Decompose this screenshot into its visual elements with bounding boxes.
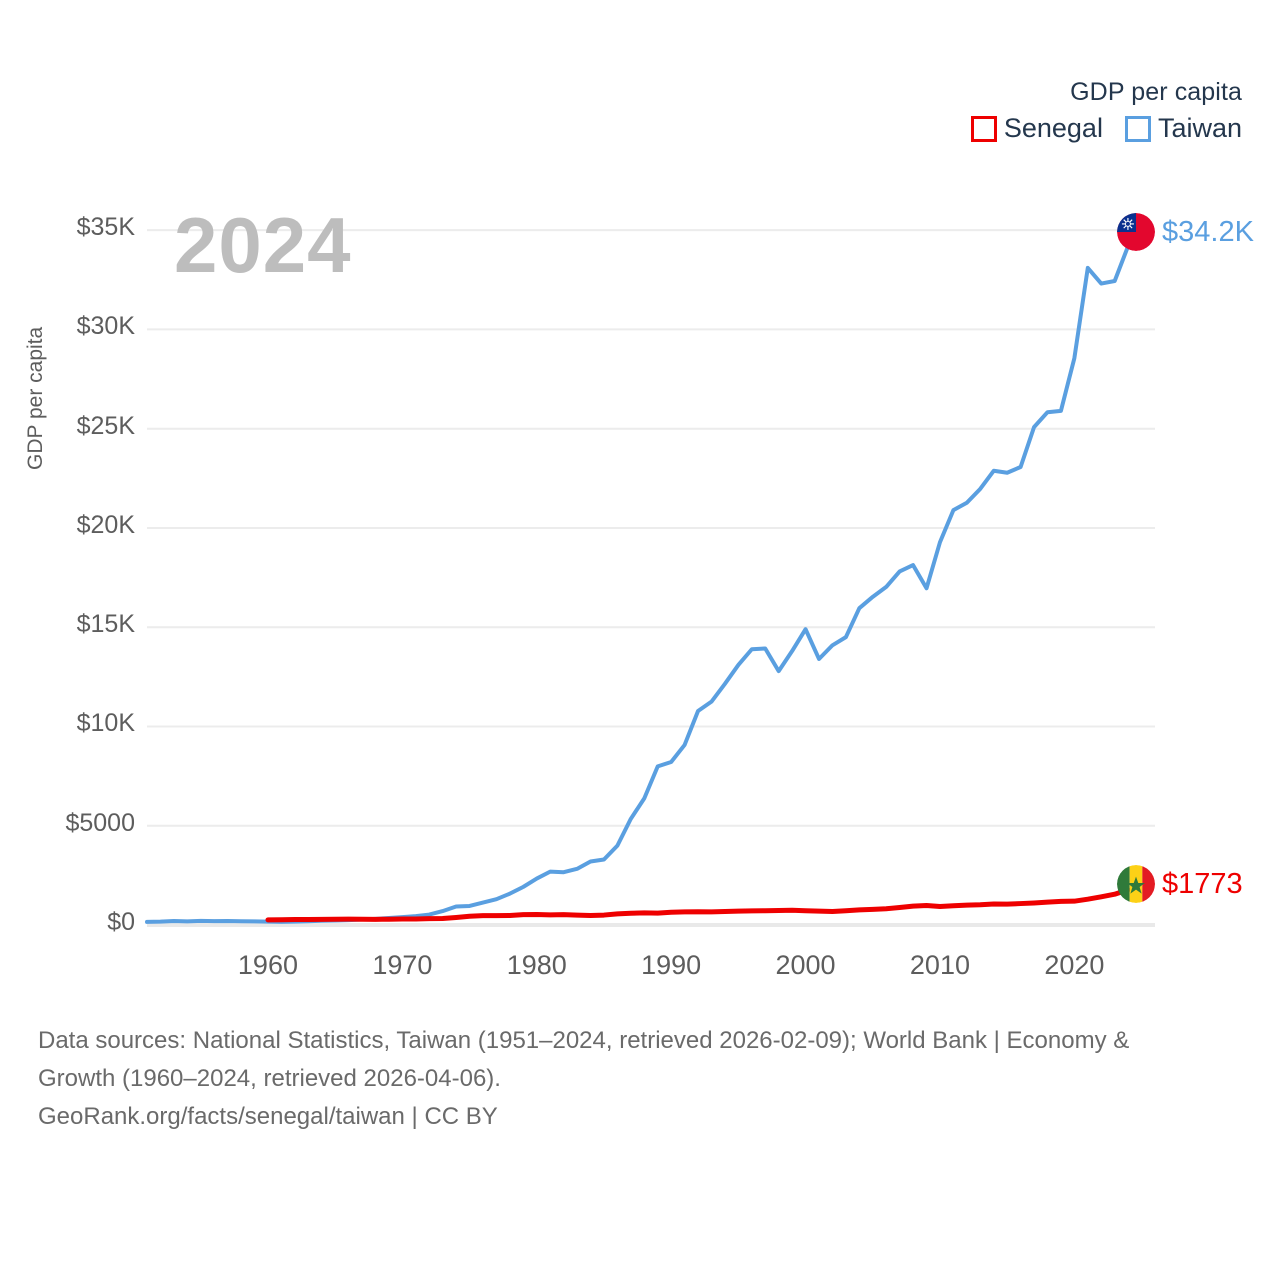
- end-value-senegal: $1773: [1162, 867, 1243, 900]
- series-line-taiwan: [145, 244, 1131, 924]
- x-tick-label: 1970: [372, 950, 433, 980]
- y-tick-label: $25K: [76, 411, 135, 440]
- legend-item-taiwan[interactable]: Taiwan: [1124, 113, 1242, 144]
- taiwan-flag-dot: [1117, 213, 1155, 251]
- legend-label-senegal: Senegal: [1003, 113, 1103, 143]
- end-marker-senegal[interactable]: $1773: [1117, 865, 1243, 903]
- watermark-year: 2024: [174, 201, 352, 289]
- x-tick-label: 1980: [506, 950, 567, 980]
- y-tick-label: $5000: [65, 808, 135, 837]
- caption-line-2: Growth (1960–2024, retrieved 2026-04-06)…: [38, 1064, 501, 1092]
- y-tick-label: $0: [107, 908, 135, 936]
- y-tick-label: $10K: [76, 709, 135, 738]
- series-line-senegal: [265, 887, 1131, 923]
- x-tick-label: 2010: [909, 950, 970, 980]
- caption-line-1: Data sources: National Statistics, Taiwa…: [38, 1027, 1130, 1054]
- end-value-taiwan: $34.2K: [1162, 215, 1254, 248]
- x-tick-label: 1990: [641, 950, 702, 980]
- chart-caption: Data sources: National Statistics, Taiwa…: [38, 1022, 1238, 1136]
- legend-swatch-senegal: [970, 115, 997, 142]
- y-tick-label: $35K: [76, 213, 135, 242]
- gridlines: [147, 229, 1155, 927]
- legend-items: Senegal Taiwan: [970, 113, 1242, 144]
- senegal-flag-icon: [1117, 865, 1155, 903]
- x-tick-label: 2020: [1044, 950, 1105, 980]
- legend-item-senegal[interactable]: Senegal: [970, 113, 1103, 144]
- caption-line-3[interactable]: GeoRank.org/facts/senegal/taiwan | CC BY: [38, 1102, 498, 1130]
- y-axis-title: GDP per capita: [24, 326, 47, 470]
- senegal-flag-dot: [1117, 865, 1155, 903]
- chart-svg: [145, 229, 1155, 927]
- taiwan-flag-icon: [1117, 213, 1155, 251]
- legend-title: GDP per capita: [1070, 78, 1242, 106]
- y-tick-label: $20K: [76, 510, 135, 539]
- legend-swatch-taiwan: [1124, 115, 1151, 142]
- chart-legend: GDP per capita Senegal Taiwan: [970, 78, 1242, 144]
- y-tick-label: $30K: [76, 312, 135, 341]
- y-tick-label: $15K: [76, 610, 135, 639]
- end-marker-taiwan[interactable]: $34.2K: [1117, 213, 1254, 251]
- x-tick-label: 2000: [775, 950, 836, 980]
- x-tick-label: 1960: [237, 950, 298, 980]
- series-lines: [145, 244, 1131, 924]
- legend-label-taiwan: Taiwan: [1157, 113, 1242, 143]
